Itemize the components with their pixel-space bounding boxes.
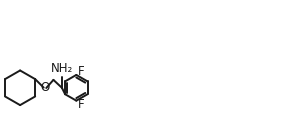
Text: F: F	[78, 65, 85, 78]
Text: F: F	[78, 98, 85, 111]
Text: NH₂: NH₂	[51, 62, 73, 75]
Text: O: O	[40, 81, 50, 94]
